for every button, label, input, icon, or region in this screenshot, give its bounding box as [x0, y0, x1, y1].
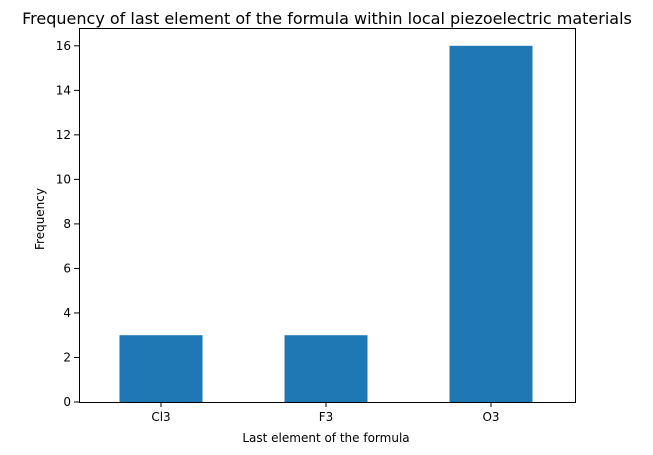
x-tick-label-cl3: Cl3 — [151, 410, 170, 424]
bar-cl3 — [119, 335, 203, 402]
x-tick-label-o3: O3 — [482, 410, 499, 424]
y-tick-label: 0 — [63, 395, 71, 409]
y-tick-label: 6 — [63, 261, 71, 275]
chart-title: Frequency of last element of the formula… — [22, 9, 632, 28]
y-axis-ticks: 0 2 4 6 8 10 12 14 16 — [56, 39, 79, 409]
x-axis-ticks: Cl3 F3 O3 — [151, 402, 500, 424]
bars-group — [119, 45, 533, 403]
y-tick-label: 8 — [63, 217, 71, 231]
y-tick-label: 2 — [63, 350, 71, 364]
plot-frame — [79, 28, 576, 403]
y-tick-label: 12 — [56, 128, 71, 142]
bar-o3 — [449, 45, 533, 403]
x-tick-label-f3: F3 — [319, 410, 334, 424]
y-tick-label: 16 — [56, 39, 71, 53]
y-axis-label: Frequency — [33, 188, 47, 250]
y-tick-label: 4 — [63, 306, 71, 320]
x-axis-label: Last element of the formula — [242, 431, 409, 445]
y-tick-label: 14 — [56, 83, 71, 97]
y-tick-label: 10 — [56, 172, 71, 186]
bar-f3 — [284, 335, 368, 402]
